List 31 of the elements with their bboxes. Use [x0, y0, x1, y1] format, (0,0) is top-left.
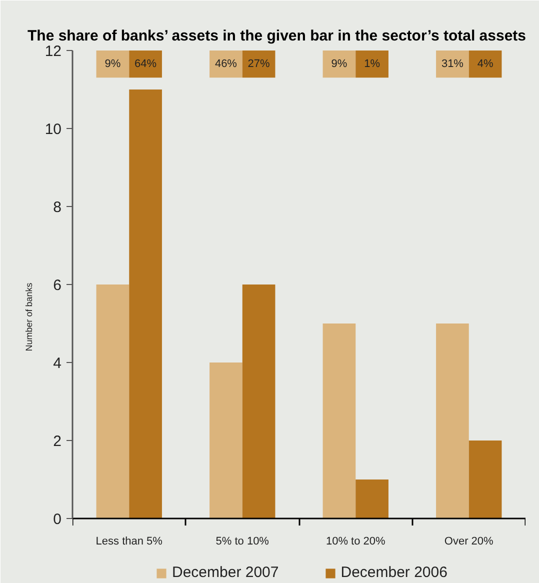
x-tick-label: 5% to 10%	[216, 536, 270, 548]
bar	[129, 90, 162, 518]
bar	[436, 324, 469, 518]
bar	[210, 362, 242, 518]
y-tick-label: 0	[53, 511, 62, 528]
annotation: 46%	[214, 58, 238, 70]
bar	[356, 480, 388, 518]
bar	[322, 324, 356, 518]
annotation: 9%	[104, 58, 121, 70]
annotation: 27%	[248, 58, 270, 70]
y-tick-label: 2	[53, 433, 62, 450]
legend-label: December 2006	[340, 564, 448, 581]
legend-label: December 2007	[172, 564, 279, 581]
annotation: 9%	[331, 58, 348, 70]
bar	[96, 284, 130, 518]
y-tick-label: 6	[53, 277, 62, 294]
x-tick-label: Over 20%	[444, 536, 494, 548]
annotation: 64%	[134, 58, 157, 70]
annotation: 4%	[477, 58, 494, 70]
x-tick-label: 10% to 20%	[326, 536, 386, 548]
y-tick-label: 12	[44, 43, 62, 60]
y-tick-label: 8	[53, 199, 62, 216]
x-tick-label: Less than 5%	[96, 536, 163, 548]
y-axis-title: Number of banks	[24, 282, 34, 352]
y-tick-label: 4	[53, 355, 62, 372]
annotation: 1%	[364, 58, 380, 70]
chart-title: The share of banks’ assets in the given bar in the sector’s total assets	[28, 28, 526, 44]
bar	[468, 440, 502, 518]
y-tick-label: 10	[44, 121, 62, 138]
bar	[242, 284, 276, 518]
annotation: 31%	[441, 58, 464, 70]
